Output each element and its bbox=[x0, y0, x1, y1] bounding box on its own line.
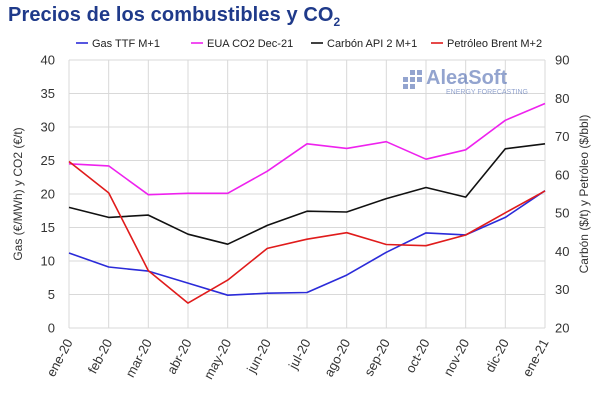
x-tick-label: may-20 bbox=[201, 336, 235, 381]
x-tick-label: abr-20 bbox=[164, 336, 195, 376]
x-tick-label: mar-20 bbox=[122, 336, 155, 379]
y-right-tick-label: 30 bbox=[555, 282, 569, 297]
x-tick-label: jun-20 bbox=[243, 336, 274, 376]
y-left-tick-label: 15 bbox=[41, 220, 55, 235]
y-right-tick-label: 80 bbox=[555, 91, 569, 106]
x-tick-label: jul-20 bbox=[285, 336, 314, 372]
y-left-tick-label: 10 bbox=[41, 254, 55, 269]
x-tick-label: sep-20 bbox=[361, 336, 393, 378]
x-tick-label: ene-21 bbox=[519, 336, 551, 379]
series-line bbox=[68, 102, 546, 196]
y-right-tick-label: 90 bbox=[555, 53, 569, 68]
grid-lines bbox=[68, 59, 546, 329]
legend-item: Petróleo Brent M+2 bbox=[431, 38, 542, 50]
series-line bbox=[68, 143, 546, 245]
y-axis-right-label: Carbón ($/t) y Petróleo ($/bbl) bbox=[577, 115, 591, 274]
x-tick-label: dic-20 bbox=[482, 336, 512, 374]
watermark-tagline: ENERGY FORECASTING bbox=[446, 89, 528, 96]
logo-mark-icon bbox=[403, 70, 422, 89]
chart-title: Precios de los combustibles y CO2 bbox=[8, 4, 341, 29]
y-right-tick-label: 70 bbox=[555, 129, 569, 144]
y-left-tick-label: 20 bbox=[41, 187, 55, 202]
x-tick-label: feb-20 bbox=[85, 336, 116, 376]
series-lines bbox=[68, 102, 546, 304]
y-left-tick-label: 30 bbox=[41, 120, 55, 135]
watermark-brand: AleaSoft bbox=[426, 67, 507, 89]
series-line bbox=[68, 160, 546, 304]
legend-item: EUA CO2 Dec-21 bbox=[191, 38, 293, 50]
legend-item: Gas TTF M+1 bbox=[76, 38, 160, 50]
y-left-tick-label: 5 bbox=[48, 287, 55, 302]
y-right-tick-label: 50 bbox=[555, 206, 569, 221]
x-tick-label: ago-20 bbox=[321, 336, 353, 379]
legend-label: Petróleo Brent M+2 bbox=[447, 38, 542, 50]
legend-label: Carbón API 2 M+1 bbox=[327, 38, 417, 50]
legend-label: Gas TTF M+1 bbox=[92, 38, 160, 50]
y-left-tick-label: 0 bbox=[48, 321, 55, 336]
y-axis-left-label: Gas (€/MWh) y CO2 (€/t) bbox=[11, 127, 25, 260]
x-tick-label: nov-20 bbox=[440, 336, 472, 378]
y-right-tick-label: 60 bbox=[555, 167, 569, 182]
y-right-tick-label: 40 bbox=[555, 244, 569, 259]
axes: 0 5 10 15 20 25 30 35 40 20 30 40 50 60 70 80 90 ene-20 fe… bbox=[41, 53, 570, 382]
y-right-tick-label: 20 bbox=[555, 321, 569, 336]
y-left-tick-label: 40 bbox=[41, 53, 55, 68]
x-tick-label: ene-20 bbox=[43, 336, 75, 379]
x-tick-label: oct-20 bbox=[402, 336, 432, 375]
aleasoft-watermark: AleaSoft ENERGY FORECASTING bbox=[403, 67, 528, 96]
y-left-tick-label: 35 bbox=[41, 86, 55, 101]
legend-label: EUA CO2 Dec-21 bbox=[207, 38, 293, 50]
legend-item: Carbón API 2 M+1 bbox=[311, 38, 417, 50]
y-left-tick-label: 25 bbox=[41, 153, 55, 168]
legend: Gas TTF M+1 EUA CO2 Dec-21 Carbón API 2 M+… bbox=[76, 38, 542, 50]
